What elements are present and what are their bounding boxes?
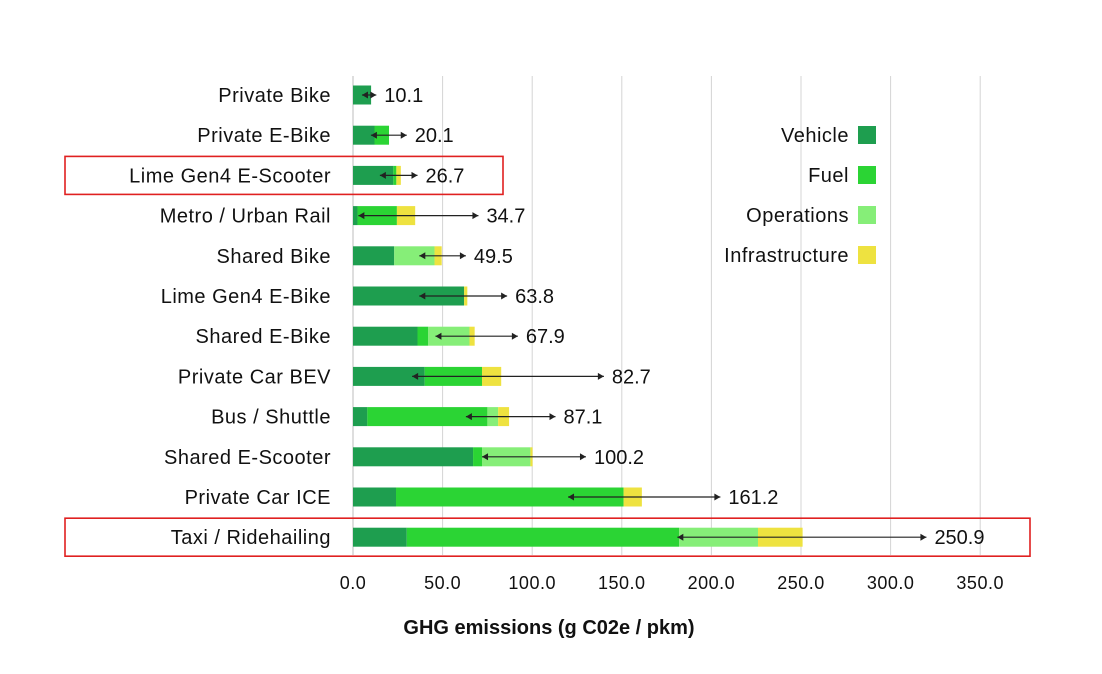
error-bar-cap-low bbox=[465, 413, 472, 421]
error-bar-cap-low bbox=[419, 252, 426, 260]
error-bar-cap-low bbox=[361, 91, 368, 99]
error-bar-cap-high bbox=[370, 91, 377, 99]
legend-label-fuel: Fuel bbox=[808, 165, 849, 187]
error-bar-cap-high bbox=[714, 493, 721, 501]
category-label: Metro / Urban Rail bbox=[160, 206, 331, 228]
bars bbox=[353, 85, 803, 547]
legend: Vehicle Fuel Operations Infrastructure bbox=[724, 125, 876, 267]
total-value-label: 87.1 bbox=[563, 407, 602, 429]
bar-segment-vehicle bbox=[353, 487, 397, 507]
error-bar-cap-high bbox=[400, 131, 407, 139]
category-label: Shared Bike bbox=[217, 246, 331, 268]
total-value-label: 10.1 bbox=[384, 85, 423, 107]
error-bar-cap-low bbox=[370, 131, 377, 139]
total-value-label: 161.2 bbox=[728, 487, 778, 509]
error-bar-cap-low bbox=[568, 493, 575, 501]
legend-label-infrastructure: Infrastructure bbox=[724, 245, 849, 267]
legend-swatch-operations bbox=[858, 206, 876, 224]
category-label: Private Car BEV bbox=[178, 366, 331, 388]
x-tick-label: 350.0 bbox=[956, 573, 1004, 593]
error-bar-cap-high bbox=[579, 453, 586, 461]
x-tick-label: 300.0 bbox=[867, 573, 915, 593]
x-tick-label: 0.0 bbox=[340, 573, 367, 593]
error-bar-cap-low bbox=[677, 533, 684, 541]
total-value-label: 63.8 bbox=[515, 286, 554, 308]
highlight-boxes bbox=[64, 155, 1031, 558]
highlight-box bbox=[64, 155, 504, 196]
bar-segment-vehicle bbox=[353, 407, 368, 427]
bar-segment-vehicle bbox=[353, 125, 375, 145]
total-value-label: 250.9 bbox=[934, 527, 984, 549]
bar-segment-fuel bbox=[417, 326, 429, 346]
category-label: Shared E-Scooter bbox=[164, 447, 331, 469]
error-bar-cap-low bbox=[435, 332, 442, 340]
category-label: Private Car ICE bbox=[185, 487, 331, 509]
highlight-box bbox=[64, 517, 1031, 558]
category-labels: Private Bike Private E-Bike Lime Gen4 E-Sc… bbox=[129, 85, 331, 549]
error-bar-cap-high bbox=[511, 332, 518, 340]
x-tick-label: 150.0 bbox=[598, 573, 646, 593]
x-tick-label: 250.0 bbox=[777, 573, 825, 593]
category-label: Taxi / Ridehailing bbox=[171, 527, 331, 549]
error-bar-cap-low bbox=[419, 292, 426, 300]
bar-segment-vehicle bbox=[353, 447, 474, 467]
total-value-labels: 10.1 20.1 26.7 34.7 49.563.8 67.9 82.7 87.1 100.… bbox=[384, 85, 984, 549]
bar-segment-fuel bbox=[406, 527, 680, 547]
category-label: Shared E-Bike bbox=[196, 326, 331, 348]
bar-segment-fuel bbox=[473, 447, 483, 467]
error-bar-cap-high bbox=[501, 292, 508, 300]
error-bars bbox=[358, 91, 927, 541]
x-tick-label: 50.0 bbox=[424, 573, 461, 593]
error-bar-cap-low bbox=[482, 453, 489, 461]
legend-swatch-fuel bbox=[858, 166, 876, 184]
bar-segment-fuel bbox=[396, 487, 624, 507]
legend-label-vehicle: Vehicle bbox=[781, 125, 849, 147]
bar-segment-vehicle bbox=[353, 366, 425, 386]
x-tick-label: 200.0 bbox=[688, 573, 736, 593]
bar-segment-fuel bbox=[367, 407, 488, 427]
total-value-label: 20.1 bbox=[415, 125, 454, 147]
total-value-label: 100.2 bbox=[594, 447, 644, 469]
x-tick-label: 100.0 bbox=[508, 573, 556, 593]
bar-segment-operations bbox=[394, 246, 435, 266]
bar-segment-vehicle bbox=[353, 165, 394, 185]
error-bar-cap-high bbox=[472, 212, 479, 220]
error-bar-cap-low bbox=[358, 212, 365, 220]
total-value-label: 49.5 bbox=[474, 246, 513, 268]
error-bar-cap-low bbox=[379, 171, 386, 179]
total-value-label: 34.7 bbox=[486, 206, 525, 228]
category-label: Private E-Bike bbox=[197, 125, 331, 147]
x-axis-ticks: 0.0 50.0 100.0 150.0 200.0 250.0 300.0 350.0 bbox=[340, 573, 1004, 593]
total-value-label: 26.7 bbox=[426, 165, 465, 187]
bar-segment-vehicle bbox=[353, 286, 465, 306]
grid-lines bbox=[352, 76, 981, 555]
legend-swatch-vehicle bbox=[858, 126, 876, 144]
legend-label-operations: Operations bbox=[746, 205, 849, 227]
error-bar-cap-high bbox=[411, 171, 418, 179]
error-bar-cap-high bbox=[459, 252, 466, 260]
x-axis-title: GHG emissions (g C02e / pkm) bbox=[403, 617, 694, 639]
legend-swatch-infrastructure bbox=[858, 246, 876, 264]
error-bar-cap-low bbox=[412, 372, 419, 380]
bar-segment-vehicle bbox=[353, 246, 395, 266]
bar-segment-vehicle bbox=[353, 206, 358, 226]
bar-segment-vehicle bbox=[353, 527, 407, 547]
bar-segment-vehicle bbox=[353, 326, 418, 346]
category-label: Lime Gen4 E-Bike bbox=[161, 286, 331, 308]
category-label: Lime Gen4 E-Scooter bbox=[129, 165, 331, 187]
error-bar-cap-high bbox=[597, 372, 604, 380]
total-value-label: 82.7 bbox=[612, 366, 651, 388]
category-label: Bus / Shuttle bbox=[211, 407, 331, 429]
total-value-label: 67.9 bbox=[526, 326, 565, 348]
category-label: Private Bike bbox=[218, 85, 331, 107]
error-bar-cap-high bbox=[549, 413, 556, 421]
error-bar-cap-high bbox=[920, 533, 927, 541]
